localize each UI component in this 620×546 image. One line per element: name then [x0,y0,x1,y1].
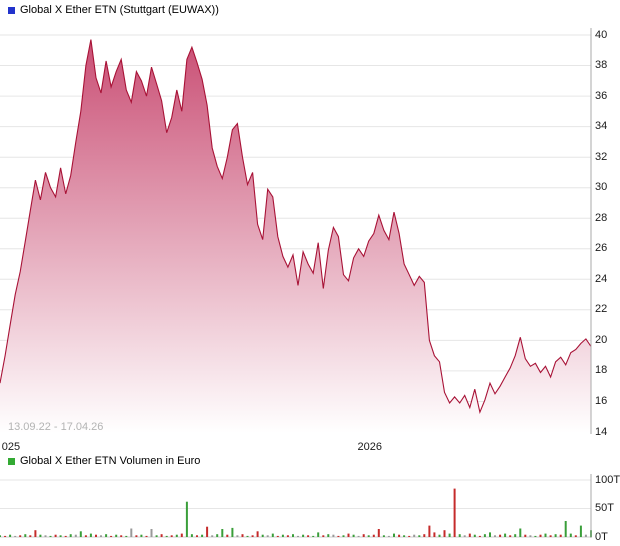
price-series-marker-icon [8,6,15,14]
price-chart-title: Global X Ether ETN (Stuttgart (EUWAX)) [20,4,219,16]
price-y-tick: 38 [595,59,608,72]
volume-y-axis: 100T 50T 0T [595,0,620,546]
price-y-tick: 24 [595,272,608,285]
volume-y-tick: 50T [595,502,614,514]
date-range-label: 13.09.22 - 17.04.26 [8,421,104,433]
price-y-tick: 26 [595,242,608,255]
price-y-axis: 40 38 36 34 32 30 28 26 24 22 20 18 16 14 [595,0,620,546]
price-y-tick: 30 [595,181,608,194]
price-chart-header: Global X Ether ETN (Stuttgart (EUWAX)) [8,4,219,16]
price-x-tick: 025 [1,441,21,453]
volume-y-tick: 0T [595,530,608,543]
price-y-tick: 22 [595,303,608,316]
price-y-tick: 36 [595,89,608,102]
price-y-tick: 28 [595,211,608,224]
volume-chart-header: Global X Ether ETN Volumen in Euro [8,455,200,467]
volume-chart-title: Global X Ether ETN Volumen in Euro [20,455,201,467]
price-y-tick: 40 [595,28,608,41]
price-x-axis: 025 2026 [0,441,592,455]
price-y-tick: 14 [595,425,608,438]
price-y-tick: 34 [595,120,608,133]
price-chart-plot [0,28,592,434]
volume-series-marker-icon [8,457,15,465]
volume-y-tick: 100T [595,473,620,486]
price-y-tick: 18 [595,364,608,377]
volume-chart-plot [0,474,592,538]
price-y-tick: 20 [595,333,608,346]
price-y-tick: 16 [595,394,608,407]
price-x-tick: 2026 [357,441,383,453]
price-y-tick: 32 [595,150,608,163]
